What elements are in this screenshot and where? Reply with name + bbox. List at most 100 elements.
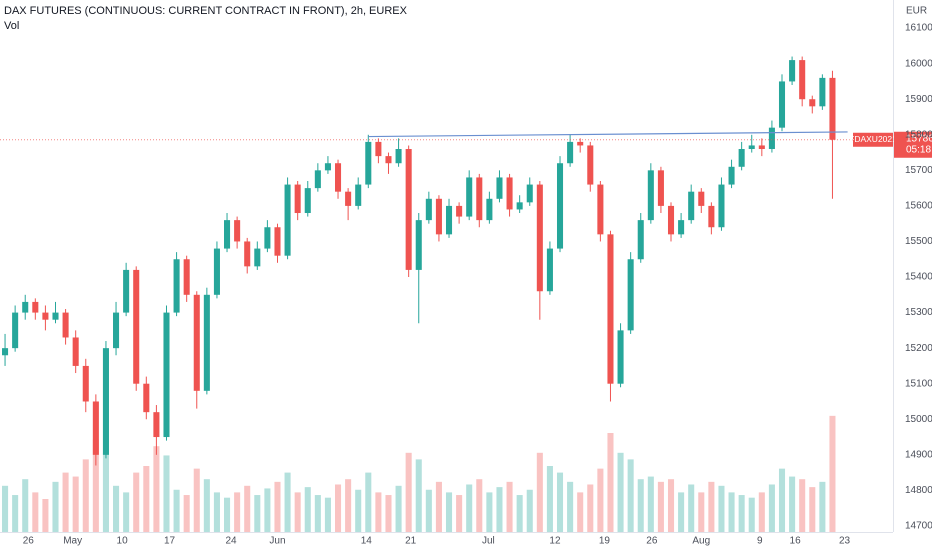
candle-layer [2,56,836,466]
candle-body [385,156,392,164]
candle-body [82,365,89,402]
candle-body [203,294,210,391]
x-tick-label: 19 [599,536,611,547]
candle-body [526,184,533,203]
candle-body [536,184,543,292]
candle-body [445,205,453,235]
volume-bar [22,479,29,532]
volume-bar [476,479,483,532]
volume-bar [173,489,180,532]
volume-bar [294,492,301,532]
candle-body [42,312,49,320]
symbol-label: FDAXU2021 [849,134,897,144]
volume-bar [12,495,19,532]
x-tick-label: 16 [790,536,802,547]
candle-body [224,220,231,249]
volume-bar [587,484,594,532]
candle-body [133,269,140,384]
y-tick-label: 15700 [905,165,932,176]
candle-body [335,163,342,192]
candle-body [496,177,503,199]
candle-body [163,312,170,438]
candle-body [688,191,695,221]
candle-body [577,141,584,146]
volume-bar [415,459,422,532]
y-tick-label: 15800 [905,129,932,140]
volume-bar [123,492,130,532]
volume-bar [213,492,220,532]
volume-bar [698,492,705,532]
candle-body [698,191,705,206]
y-tick-label: 15400 [905,272,932,283]
candle-body [617,330,624,384]
volume-bar [32,492,39,532]
candle-body [254,248,261,267]
candle-body [213,248,220,295]
volume-bar [72,476,79,532]
candle-body [829,77,836,140]
volume-bar [556,472,564,532]
volume-bar [355,489,362,532]
candle-body [657,170,664,206]
volume-bar [617,452,624,532]
candle-body [183,259,190,295]
candle-body [193,294,200,391]
volume-bar [42,499,49,532]
candle-body [234,220,241,242]
volume-bar [335,484,342,532]
volume-bar [506,481,513,532]
volume-bar [2,485,9,532]
volume-bar [304,487,311,532]
last-price-label: 15786 [906,133,932,144]
candle-body [456,205,463,217]
y-tick-label: 16000 [905,58,932,69]
candle-body [113,312,120,349]
volume-bar [445,492,453,532]
y-tick-label: 15500 [905,236,932,247]
candle-body [284,184,291,256]
volume-bar [62,472,69,532]
volume-bar [768,484,775,532]
volume-bar [496,487,503,532]
y-tick-label: 16100 [905,23,932,34]
candle-body [466,177,473,217]
x-tick-label: 10 [117,536,129,547]
x-tick-label: Jun [269,536,285,547]
volume-bar [143,466,150,532]
candle-body [516,202,523,210]
x-tick-label: Aug [692,536,710,547]
volume-bar [546,466,553,532]
candle-body [809,99,816,107]
volume-bar [244,485,251,532]
volume-bar [193,468,200,532]
candle-body [728,166,735,185]
y-tick-label: 15300 [905,307,932,318]
candle-body [435,198,442,235]
y-tick-label: 14700 [905,521,932,532]
candle-body [324,163,331,171]
volume-label: Vol [4,20,19,32]
y-tick-label: 15100 [905,378,932,389]
x-tick-label: 24 [226,536,238,547]
candle-body [789,60,796,82]
candle-body [778,81,786,128]
volume-bar [688,484,695,532]
volume-bar [224,497,231,532]
candle-body [173,259,180,313]
volume-bar [133,472,140,532]
candle-body [92,401,99,455]
x-tick-label: 26 [23,536,35,547]
volume-bar [799,479,806,532]
volume-bar [153,446,160,532]
x-tick-label: 9 [757,536,763,547]
candle-body [365,141,372,185]
volume-bar [728,492,735,532]
candle-body [264,227,271,249]
candle-body [607,234,614,384]
candle-body [375,141,382,157]
candle-body [153,412,160,438]
volume-bar [678,492,685,532]
